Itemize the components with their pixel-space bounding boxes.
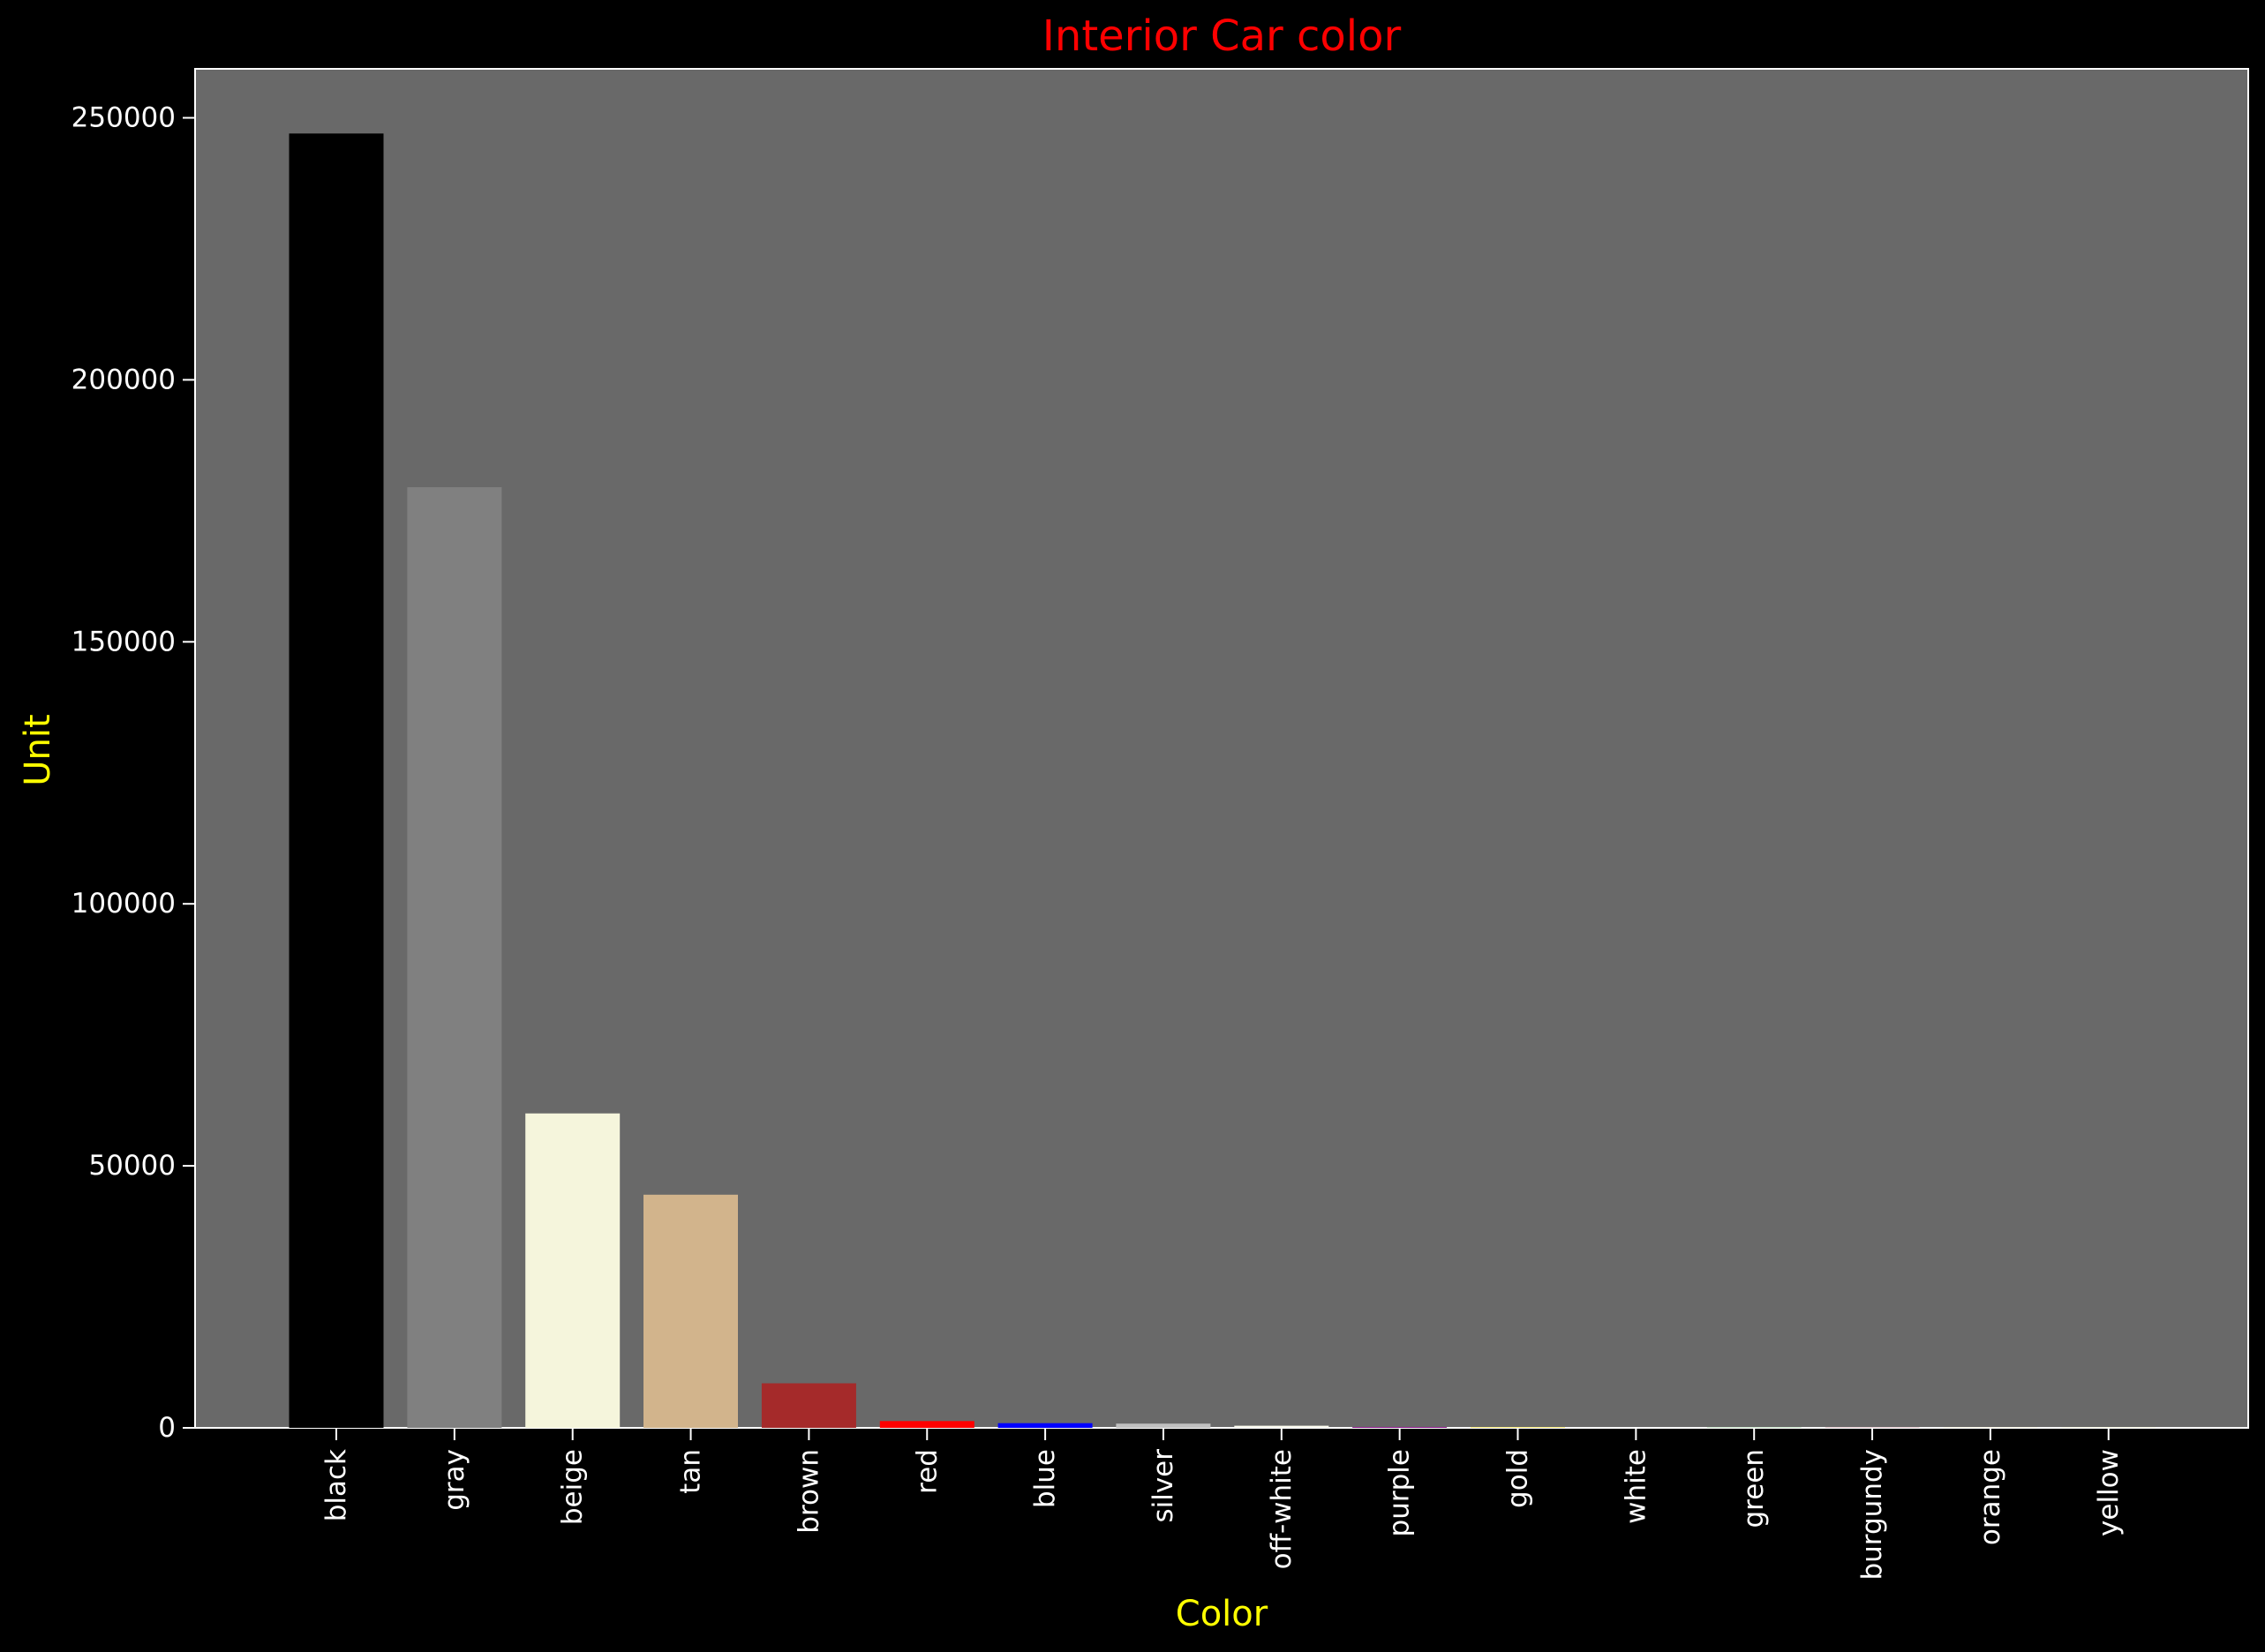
x-axis-label: Color <box>1176 1594 1268 1634</box>
y-tick-label: 100000 <box>71 888 176 920</box>
bar-blue <box>997 1423 1093 1428</box>
x-tick-label: gray <box>439 1449 470 1511</box>
x-tick-label: green <box>1738 1449 1770 1528</box>
x-tick-label: black <box>320 1449 352 1521</box>
x-tick-label: red <box>911 1449 943 1494</box>
bar-off-white <box>1234 1425 1329 1428</box>
x-tick-label: tan <box>675 1449 707 1494</box>
x-tick-label: burgundy <box>1856 1449 1888 1581</box>
bar-gray <box>407 487 502 1428</box>
x-tick-label: blue <box>1029 1449 1061 1508</box>
bar-silver <box>1116 1423 1211 1428</box>
x-tick-label: white <box>1620 1449 1652 1524</box>
bar-brown <box>761 1383 856 1428</box>
bar-purple <box>1352 1427 1448 1428</box>
bar-gold <box>1471 1427 1565 1428</box>
x-tick-label: purple <box>1384 1449 1416 1536</box>
y-axis-label: Unit <box>18 714 58 785</box>
x-tick-label: orange <box>1975 1449 2006 1545</box>
bar-red <box>879 1421 974 1428</box>
x-tick-label: brown <box>793 1449 824 1534</box>
x-tick-label: beige <box>557 1449 589 1525</box>
x-tick-label: yellow <box>2093 1449 2125 1536</box>
y-tick-label: 50000 <box>88 1150 176 1182</box>
plot-area <box>194 68 2249 1429</box>
x-tick-label: off-white <box>1266 1449 1298 1569</box>
y-tick-label: 250000 <box>71 102 176 134</box>
y-tick-label: 0 <box>158 1412 176 1444</box>
bar-black <box>289 133 384 1428</box>
x-tick-label: gold <box>1502 1449 1534 1508</box>
y-tick-label: 200000 <box>71 364 176 395</box>
y-tick-label: 150000 <box>71 626 176 657</box>
chart-title: Interior Car color <box>1042 11 1402 61</box>
y-axis: 0 50000 100000 150000 200000 250000 <box>71 102 195 1444</box>
bar-tan <box>643 1194 738 1428</box>
x-axis: black gray beige tan brown red blue silver off-w… <box>320 1428 2125 1581</box>
x-tick-label: silver <box>1148 1449 1179 1523</box>
bar-beige <box>525 1113 621 1428</box>
bars-group <box>289 133 2156 1428</box>
